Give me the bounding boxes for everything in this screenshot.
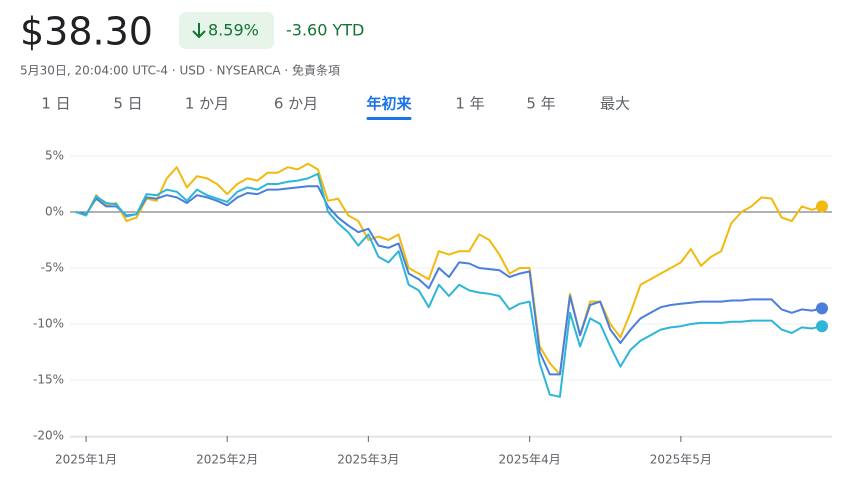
end-dot <box>816 302 828 315</box>
change-ytd: -3.60 YTD <box>286 21 364 40</box>
price: $38.30 <box>20 10 153 54</box>
tab[interactable]: 年初来 <box>366 95 412 113</box>
tab[interactable]: 5 年 <box>526 95 555 113</box>
y-tick-label: -5% <box>41 261 64 275</box>
tab[interactable]: 1 年 <box>455 95 484 113</box>
x-tick-label: 2025年2月 <box>196 453 258 467</box>
tab[interactable]: 1 日 <box>41 95 70 113</box>
change-percent: 8.59% <box>208 21 259 40</box>
x-tick-label: 2025年4月 <box>499 453 561 467</box>
series-line <box>75 172 823 398</box>
change-badge <box>179 12 274 49</box>
tab-underline <box>366 117 412 120</box>
x-tick-label: 2025年3月 <box>337 453 399 467</box>
info-line: 5月30日, 20:04:00 UTC-4 · USD · NYSEARCA ·… <box>20 63 340 78</box>
tab[interactable]: 5 日 <box>113 95 142 113</box>
x-tick-label: 2025年5月 <box>650 453 712 467</box>
x-tick-label: 2025年1月 <box>55 453 117 467</box>
y-tick-label: -15% <box>33 373 64 387</box>
y-tick-label: -10% <box>33 317 64 331</box>
end-dot <box>816 200 828 213</box>
series-line <box>75 185 823 376</box>
down-arrow <box>192 23 206 39</box>
end-dot <box>816 320 828 333</box>
y-tick-label: 5% <box>45 149 64 163</box>
series-line <box>75 162 823 376</box>
tab[interactable]: 6 か月 <box>274 95 318 113</box>
tab[interactable]: 最大 <box>600 95 630 113</box>
y-tick-label: 0% <box>45 205 64 219</box>
y-tick-label: -20% <box>33 429 64 443</box>
tab[interactable]: 1 か月 <box>185 95 229 113</box>
